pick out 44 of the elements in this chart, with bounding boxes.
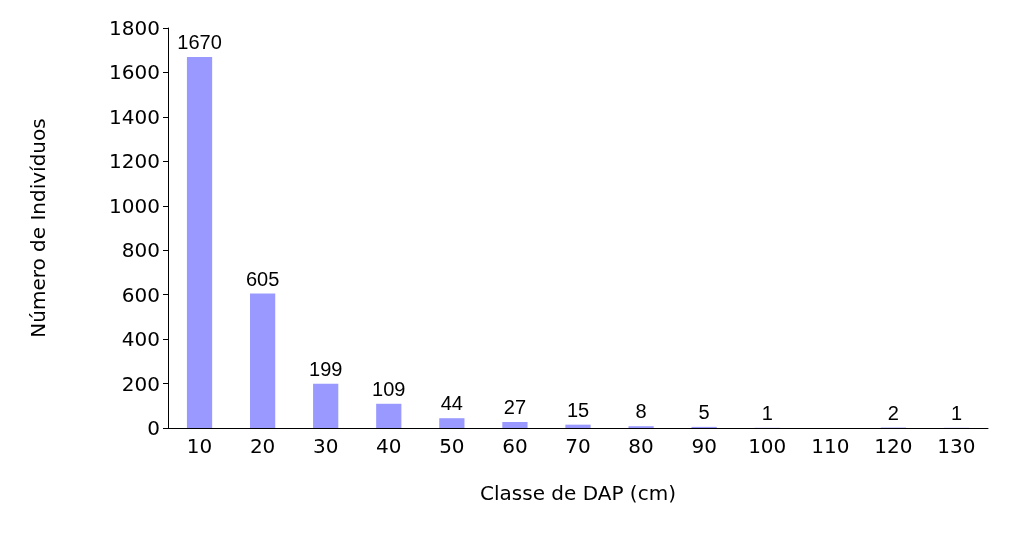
bar [565, 424, 591, 428]
y-tick-label: 800 [121, 238, 160, 263]
y-tick-label: 600 [121, 282, 160, 307]
data-label: 605 [245, 267, 280, 290]
x-tick-label: 50 [439, 434, 465, 458]
data-label: 1 [950, 401, 963, 424]
bar [502, 422, 528, 428]
data-label: 8 [635, 400, 647, 423]
bar [439, 418, 465, 428]
x-tick-label: 20 [249, 434, 276, 458]
data-label: 44 [440, 392, 463, 415]
data-label: 5 [698, 400, 710, 423]
x-tick-label: 30 [312, 434, 339, 458]
x-tick-label: 120 [874, 434, 913, 458]
x-tick-label: 40 [376, 434, 402, 458]
x-tick-label: 10 [186, 434, 213, 458]
y-tick-label: 1000 [109, 193, 160, 218]
data-label: 1 [761, 401, 773, 424]
bar [313, 383, 339, 428]
x-tick-label: 90 [691, 434, 717, 458]
y-tick-label: 1600 [109, 60, 160, 85]
data-label: 27 [503, 396, 527, 418]
y-tick-label: 1200 [109, 149, 160, 174]
x-tick-label: 110 [811, 434, 850, 458]
y-tick-label: 1400 [109, 104, 160, 129]
bar [250, 293, 276, 428]
y-tick-label: 1800 [109, 16, 160, 40]
data-label: 109 [372, 377, 406, 400]
data-label: 199 [309, 357, 343, 380]
x-tick-label: 80 [628, 434, 654, 458]
y-tick-label: 0 [147, 416, 160, 440]
y-tick-label: 400 [121, 327, 160, 352]
x-tick-label: 130 [937, 434, 976, 458]
data-label: 2 [887, 401, 899, 424]
x-axis-title: Classe de DAP (cm) [480, 481, 676, 505]
y-axis-title: Número de Indivíduos [26, 118, 50, 338]
y-tick-label: 200 [121, 371, 160, 396]
x-tick-label: 70 [565, 434, 591, 458]
bar [376, 403, 402, 428]
data-label: 15 [566, 398, 590, 421]
x-tick-label: 100 [748, 434, 787, 458]
data-label: 1670 [177, 30, 222, 53]
bar [186, 56, 213, 428]
x-tick-label: 60 [502, 434, 528, 458]
